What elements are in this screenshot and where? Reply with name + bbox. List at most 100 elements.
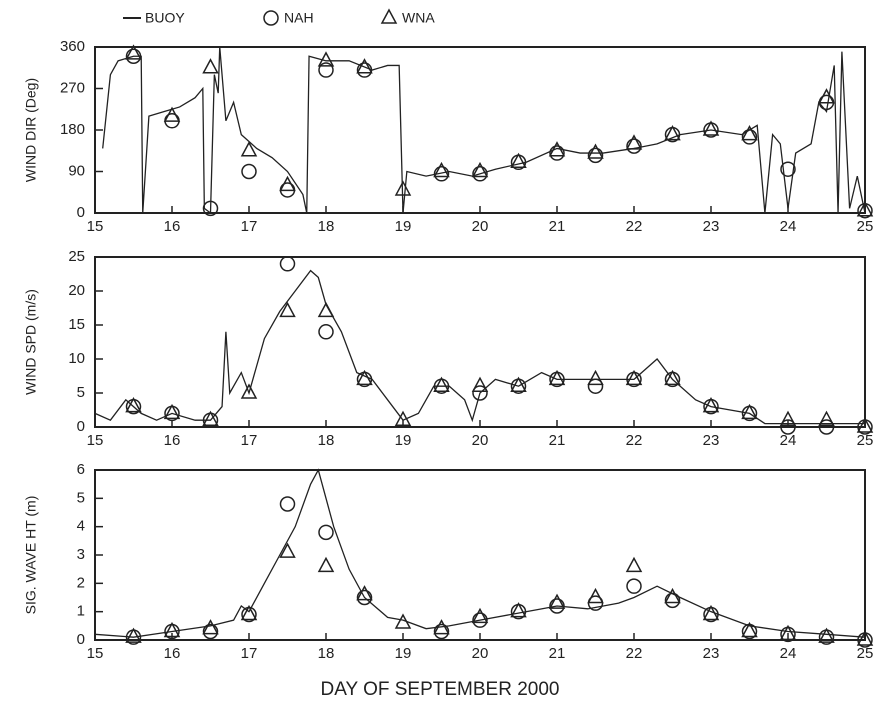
x-tick-label: 24: [780, 218, 797, 235]
triangle-point: [779, 624, 797, 641]
y-tick-label: 360: [60, 38, 85, 55]
buoy-line: [94, 269, 865, 425]
y-tick-label: 180: [60, 121, 85, 138]
triangle-point: [202, 410, 219, 426]
y-tick-label: 10: [68, 350, 85, 367]
triangle-point: [317, 301, 335, 318]
circle-point: [318, 62, 334, 78]
circle-point: [356, 589, 373, 606]
x-tick-label: 20: [472, 645, 489, 662]
y-tick-label: 0: [77, 418, 85, 435]
triangle-point: [856, 417, 874, 433]
y-tick-label: 25: [68, 248, 85, 265]
x-axis-label: DAY OF SEPTEMBER 2000: [321, 679, 560, 700]
triangle-point: [356, 58, 373, 74]
y-tick-label: 15: [68, 316, 85, 333]
x-tick-label: 25: [857, 432, 874, 449]
x-tick-label: 18: [318, 432, 335, 449]
x-tick-label: 25: [857, 645, 874, 662]
triangle-point: [510, 376, 527, 392]
x-tick-label: 25: [857, 218, 874, 235]
legend-symbol: [380, 8, 398, 24]
triangle-point: [163, 621, 181, 638]
x-tick-label: 16: [164, 645, 181, 662]
circle-point: [202, 200, 219, 217]
triangle-point: [664, 369, 681, 386]
circle-point: [472, 166, 488, 182]
x-tick-label: 22: [626, 432, 643, 449]
circle-point: [279, 496, 296, 512]
triangle-point: [856, 630, 874, 646]
triangle-point: [356, 369, 373, 386]
circle-point: [125, 48, 142, 64]
triangle-point: [548, 369, 566, 386]
x-tick-label: 22: [626, 218, 643, 235]
y-axis-label: WIND SPD (m/s): [23, 289, 39, 395]
legend-symbol: [263, 10, 279, 26]
triangle-point: [394, 180, 412, 196]
circle-point: [472, 612, 488, 628]
plot-frame: [94, 256, 866, 428]
circle-point: [356, 62, 373, 78]
x-tick-label: 21: [549, 645, 566, 662]
legend-label: NAH: [284, 10, 314, 26]
triangle-point: [125, 44, 142, 60]
y-tick-label: 270: [60, 79, 85, 96]
triangle-point: [240, 383, 258, 399]
triangle-point: [702, 397, 720, 413]
circle-point: [549, 145, 565, 161]
y-tick-label: 2: [77, 574, 85, 591]
x-tick-label: 17: [241, 432, 258, 449]
y-tick-label: 3: [77, 546, 85, 563]
triangle-point: [279, 542, 296, 558]
x-tick-label: 24: [780, 432, 797, 449]
triangle-point: [856, 201, 874, 217]
x-tick-label: 21: [549, 432, 566, 449]
triangle-point: [471, 607, 489, 624]
triangle-point: [818, 627, 835, 643]
triangle-point: [664, 587, 681, 604]
triangle-point: [741, 403, 758, 420]
y-tick-label: 20: [68, 282, 85, 299]
x-tick-label: 15: [87, 432, 104, 449]
x-tick-label: 18: [318, 645, 335, 662]
triangle-point: [664, 125, 681, 141]
circle-point: [626, 578, 642, 594]
x-tick-label: 18: [318, 218, 335, 235]
triangle-point: [818, 88, 835, 104]
x-tick-label: 15: [87, 218, 104, 235]
triangle-point: [818, 410, 835, 426]
triangle-point: [471, 161, 489, 178]
y-tick-label: 4: [77, 518, 85, 535]
triangle-point: [471, 376, 489, 392]
triangle-point: [433, 376, 450, 392]
x-tick-label: 23: [703, 432, 720, 449]
x-tick-label: 19: [395, 645, 412, 662]
triangle-point: [510, 152, 527, 169]
triangle-point: [702, 604, 720, 621]
legend-label: BUOY: [145, 10, 185, 26]
circle-point: [626, 138, 642, 154]
x-tick-label: 17: [241, 645, 258, 662]
y-tick-label: 5: [77, 384, 85, 401]
x-tick-label: 20: [472, 432, 489, 449]
circle-point: [780, 419, 796, 435]
y-tick-label: 90: [68, 162, 85, 179]
x-tick-label: 16: [164, 218, 181, 235]
circle-point: [818, 419, 835, 435]
y-tick-label: 6: [77, 461, 85, 478]
x-tick-label: 19: [395, 218, 412, 235]
x-tick-label: 21: [549, 218, 566, 235]
triangle-point: [125, 397, 142, 413]
triangle-point: [510, 602, 527, 618]
triangle-point: [163, 403, 181, 420]
plot-frame: [94, 469, 866, 641]
triangle-point: [433, 619, 450, 635]
triangle-point: [317, 556, 335, 573]
triangle-point: [433, 161, 450, 178]
triangle-point: [163, 106, 181, 122]
y-tick-label: 0: [77, 631, 85, 648]
triangle-point: [125, 627, 142, 643]
circle-point: [587, 378, 604, 394]
triangle-point: [202, 619, 219, 635]
